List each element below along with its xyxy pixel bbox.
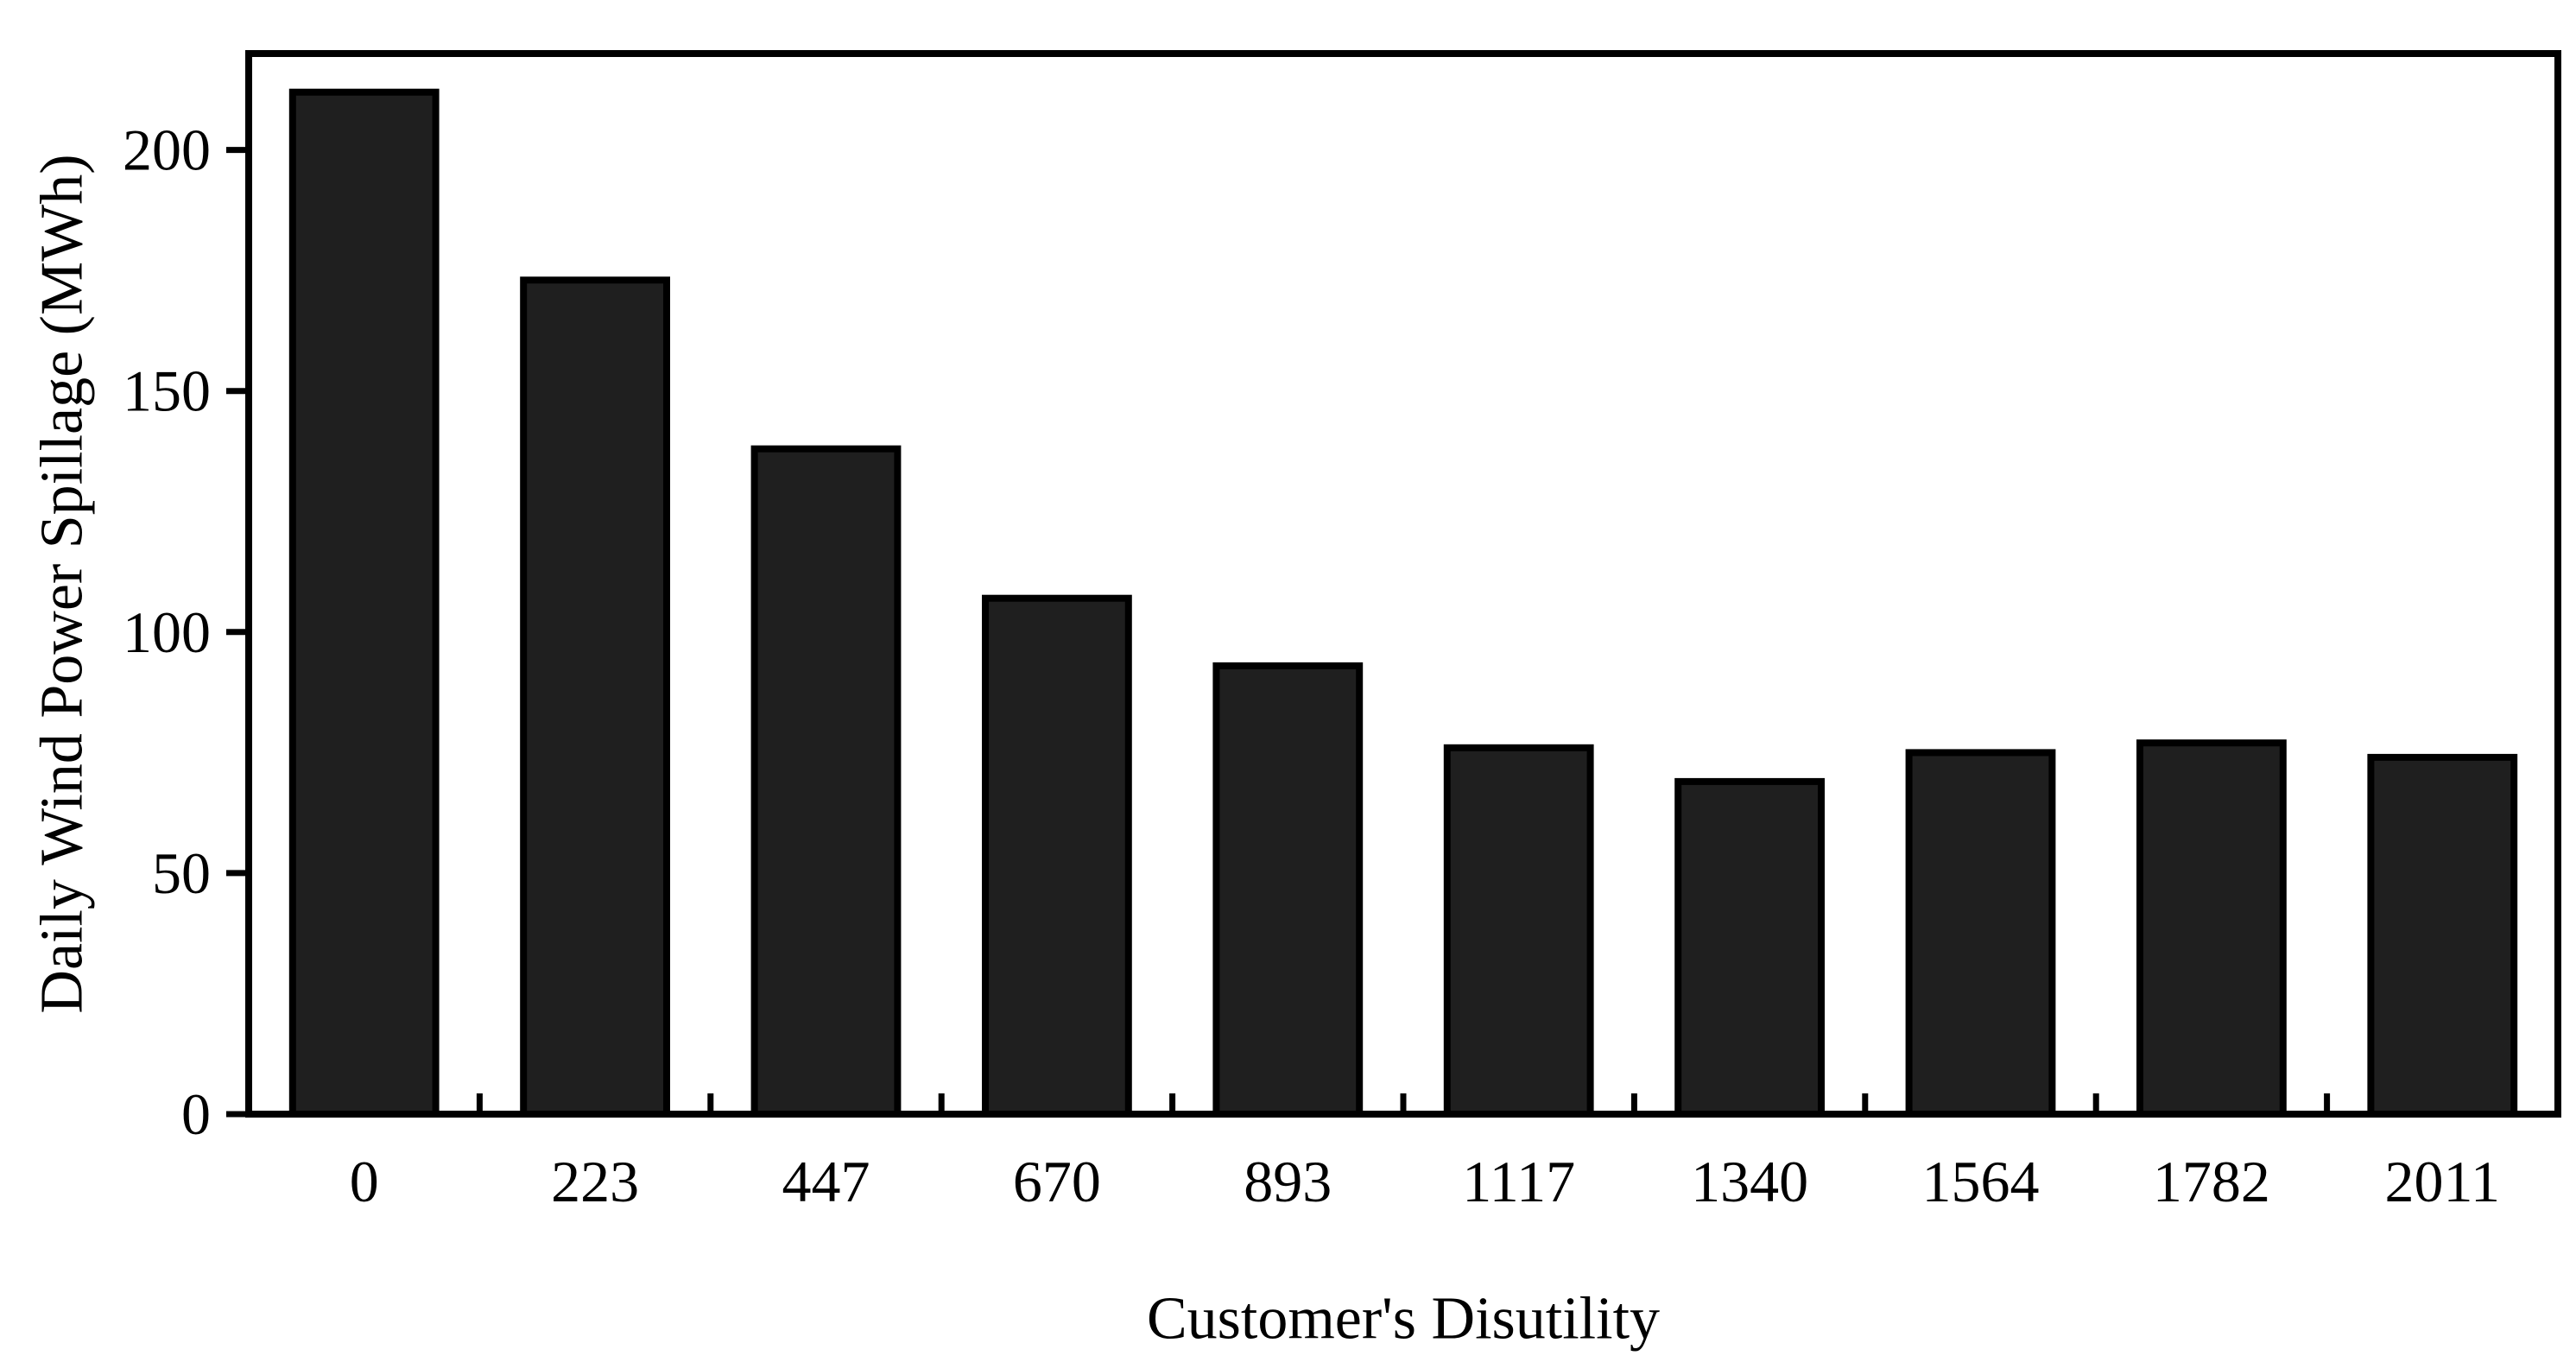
bar-2011 (2367, 753, 2518, 1118)
y-tick-label: 200 (123, 117, 211, 183)
bar-223 (520, 276, 671, 1118)
bar-447 (750, 445, 902, 1118)
y-tick-label: 0 (181, 1081, 211, 1147)
x-category-label: 670 (1013, 1149, 1101, 1214)
bar-1782 (2136, 739, 2287, 1118)
x-category-label: 223 (551, 1149, 639, 1214)
y-tick-label: 50 (152, 840, 211, 906)
plot-border (245, 50, 2561, 1118)
y-tick-label: 100 (123, 599, 211, 665)
bar-893 (1212, 662, 1364, 1118)
x-category-label: 0 (350, 1149, 379, 1214)
y-tick-label: 150 (123, 358, 211, 424)
bar-670 (982, 594, 1132, 1118)
x-category-label: 447 (782, 1149, 870, 1214)
x-axis-title: Customer's Disutility (1147, 1286, 1660, 1352)
bar-1117 (1443, 744, 1594, 1118)
bar-0 (288, 88, 440, 1118)
bar-1564 (1905, 749, 2056, 1118)
x-category-label: 2011 (2385, 1149, 2500, 1214)
x-category-label: 893 (1244, 1149, 1332, 1214)
bar-1340 (1674, 777, 1825, 1118)
x-category-label: 1340 (1691, 1149, 1808, 1214)
y-axis-title: Daily Wind Power Spillage (MWh) (29, 154, 96, 1013)
x-category-label: 1782 (2153, 1149, 2270, 1214)
y-axis-group: 0 50 100 150 200 (123, 117, 249, 1147)
x-category-label: 1117 (1462, 1149, 1575, 1214)
x-category-label: 1564 (1922, 1149, 2040, 1214)
bars-group (288, 88, 2518, 1118)
x-axis-group: 0 223 447 670 893 1117 1340 1564 1782 2011 (350, 1093, 2500, 1214)
